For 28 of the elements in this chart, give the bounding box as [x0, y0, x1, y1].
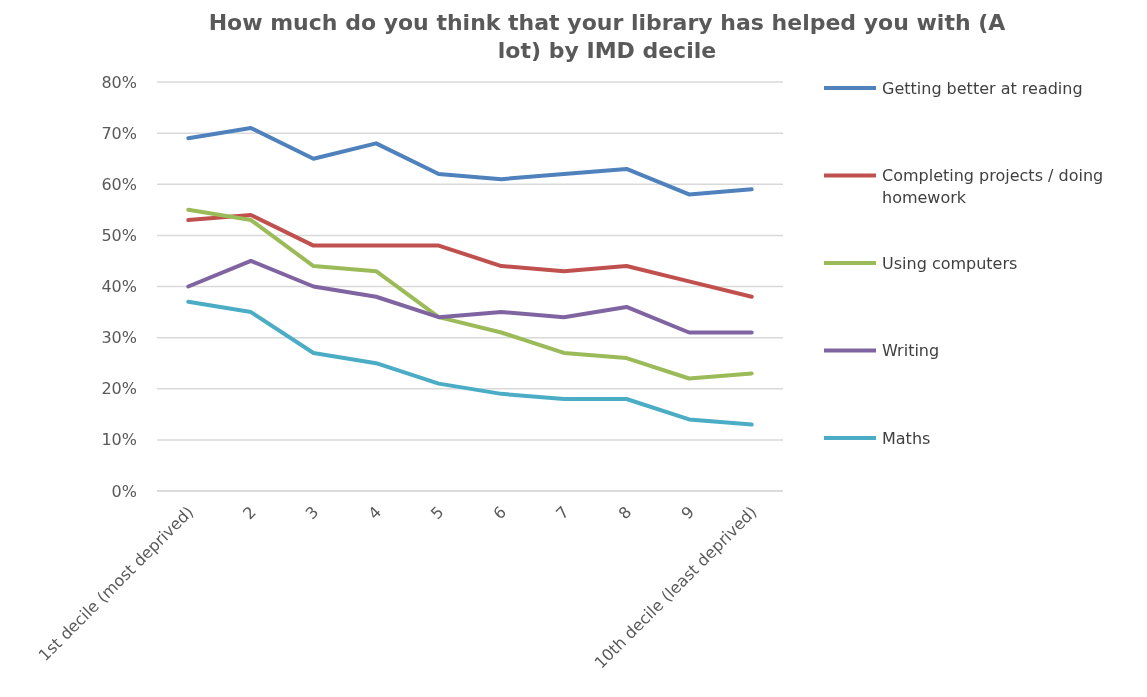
- y-tick-label: 50%: [101, 225, 137, 245]
- y-tick-label: 0%: [111, 481, 137, 501]
- x-tick-label: 6: [489, 502, 511, 524]
- x-tick-label: 5: [426, 502, 448, 524]
- y-tick-label: 10%: [101, 430, 137, 450]
- y-tick-label: 80%: [101, 72, 137, 92]
- legend-label: Writing: [882, 341, 940, 361]
- legend-label: Maths: [882, 428, 931, 448]
- y-tick-label: 70%: [101, 123, 137, 143]
- legend-label: Getting better at reading: [882, 78, 1083, 98]
- y-tick-label: 30%: [101, 328, 137, 348]
- legend-label: Completing projects / doing homework: [882, 166, 1104, 208]
- line-series: [186, 126, 754, 197]
- x-tick-label: 4: [364, 502, 385, 524]
- y-tick-label: 60%: [101, 174, 137, 194]
- x-tick-label: 3: [301, 502, 323, 524]
- x-tick-label: 7: [552, 502, 573, 524]
- line-series: [186, 299, 754, 427]
- chart-title: How much do you think that your library has helped you with (A lot) by IMD decile: [208, 10, 1006, 63]
- y-tick-label: 40%: [101, 277, 137, 297]
- line-series: [186, 212, 754, 299]
- x-tick-label: 9: [677, 502, 698, 524]
- y-tick-label: 20%: [101, 379, 137, 399]
- legend-label: Using computers: [882, 253, 1018, 273]
- x-tick-label: 2: [239, 502, 260, 524]
- line-series: [186, 207, 754, 381]
- x-tick-label: 8: [614, 502, 636, 524]
- line-series: [186, 258, 754, 335]
